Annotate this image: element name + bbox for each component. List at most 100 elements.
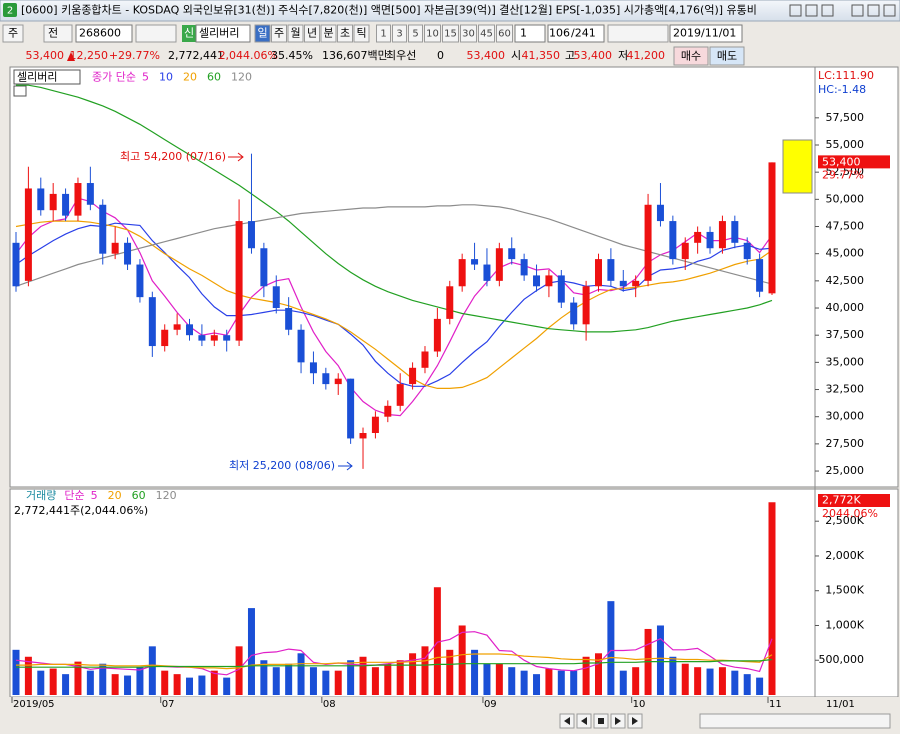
volume: 2,772,441	[168, 49, 224, 62]
y-tick-label: 52,500	[826, 165, 865, 178]
legend-entry: 20	[183, 71, 197, 84]
code-input[interactable]	[75, 24, 133, 43]
minute[interactable]: 1	[380, 29, 386, 40]
change-rate: +29.77%	[109, 49, 160, 62]
button[interactable]	[43, 24, 73, 43]
multiplier[interactable]: 1	[520, 27, 527, 40]
ask: 53,400	[467, 49, 506, 62]
nav-icon	[632, 717, 638, 725]
minute[interactable]: 60	[498, 29, 511, 40]
volume-bar	[409, 653, 417, 695]
date[interactable]: 2019/11/01	[673, 27, 736, 40]
volume-bar	[322, 670, 330, 695]
last-change: 29.77%	[822, 168, 864, 181]
y-tick-label: 32,500	[826, 383, 865, 396]
period-type[interactable]: 주	[8, 27, 18, 40]
candle-body	[247, 221, 255, 249]
minute[interactable]: 5	[412, 29, 418, 40]
minute-button[interactable]	[442, 24, 459, 43]
interval-button[interactable]	[353, 24, 370, 43]
candle-body	[619, 280, 627, 287]
y-tick-label: 2,000K	[825, 549, 864, 562]
interval[interactable]: 월	[290, 27, 300, 40]
legend-entry: 20	[108, 489, 122, 502]
window-controls[interactable]	[789, 4, 896, 17]
candle-body	[508, 248, 516, 260]
search-buttons[interactable]	[135, 24, 177, 43]
volume-summary: 2,772,441주(2,044.06%)	[14, 504, 148, 517]
candle-body	[198, 335, 206, 341]
minute-button[interactable]	[496, 24, 513, 43]
volume-bar	[756, 677, 764, 695]
volume-bar	[632, 667, 640, 695]
minute-button[interactable]	[460, 24, 477, 43]
minute[interactable]: 3	[396, 29, 402, 40]
interval[interactable]: 년	[307, 27, 317, 40]
chart-name: 셀리버리	[17, 71, 57, 84]
nav-buttons[interactable]	[559, 713, 891, 729]
date-label: 11/01	[826, 699, 855, 710]
candle-body	[173, 324, 181, 330]
interval[interactable]: 초	[340, 27, 350, 40]
code[interactable]: 268600	[79, 27, 121, 40]
interval[interactable]: 주	[274, 27, 284, 40]
minute-button[interactable]	[478, 24, 495, 43]
candle-body	[210, 335, 218, 341]
volume-bar	[198, 675, 206, 695]
interval-button[interactable]	[320, 24, 337, 43]
control[interactable]	[821, 4, 834, 17]
minute-button[interactable]	[424, 24, 441, 43]
interval-button[interactable]	[304, 24, 320, 43]
volume-bar	[210, 670, 218, 695]
volume-bar	[433, 587, 441, 695]
x-tick-label: 2019/05	[13, 699, 55, 710]
volume-title: 거래량	[26, 489, 56, 502]
interval-button[interactable]	[337, 24, 353, 43]
interval[interactable]: 분	[323, 27, 333, 40]
candle-body	[545, 275, 553, 287]
volume-bar	[533, 674, 541, 695]
zoom-tools[interactable]	[699, 713, 891, 729]
volume-bar	[12, 649, 20, 695]
minute[interactable]: 15	[444, 29, 457, 40]
interval-button[interactable]	[287, 24, 304, 43]
control[interactable]	[867, 4, 880, 17]
position-box	[547, 24, 605, 43]
button[interactable]	[2, 24, 24, 43]
buy[interactable]: 매수	[681, 50, 701, 63]
minute[interactable]: 45	[480, 29, 493, 40]
scope[interactable]: 전	[48, 27, 58, 40]
control[interactable]	[851, 4, 864, 17]
tool-buttons[interactable]	[607, 24, 669, 43]
control[interactable]	[883, 4, 896, 17]
volume-bar	[359, 656, 367, 695]
volume-bar	[309, 667, 317, 695]
sell-button[interactable]	[709, 46, 745, 66]
interval-button[interactable]	[254, 24, 271, 43]
minute-button[interactable]	[408, 24, 423, 43]
control[interactable]	[789, 4, 802, 17]
date-box[interactable]	[669, 24, 743, 43]
candle-body	[161, 329, 169, 347]
interval[interactable]: 일	[257, 26, 267, 40]
candle-body	[12, 242, 20, 287]
y-tick-label: 27,500	[826, 437, 865, 450]
interval-button[interactable]	[271, 24, 287, 43]
interval[interactable]: 틱	[356, 27, 366, 40]
minute-button[interactable]	[392, 24, 407, 43]
minute-button[interactable]	[376, 24, 391, 43]
legend-icon	[13, 85, 27, 97]
x-tick-label: 10	[633, 699, 646, 710]
multiplier-box[interactable]	[514, 24, 546, 43]
buy-button[interactable]	[673, 46, 709, 66]
candle-body	[62, 193, 70, 216]
sell[interactable]: 매도	[717, 50, 737, 63]
minute[interactable]: 30	[462, 29, 475, 40]
candle-body	[694, 231, 702, 243]
candle-body	[433, 318, 441, 352]
control[interactable]	[805, 4, 818, 17]
candle-body	[756, 259, 764, 292]
minute[interactable]: 10	[426, 29, 439, 40]
open: 41,350	[522, 49, 561, 62]
ma-line	[16, 658, 773, 668]
